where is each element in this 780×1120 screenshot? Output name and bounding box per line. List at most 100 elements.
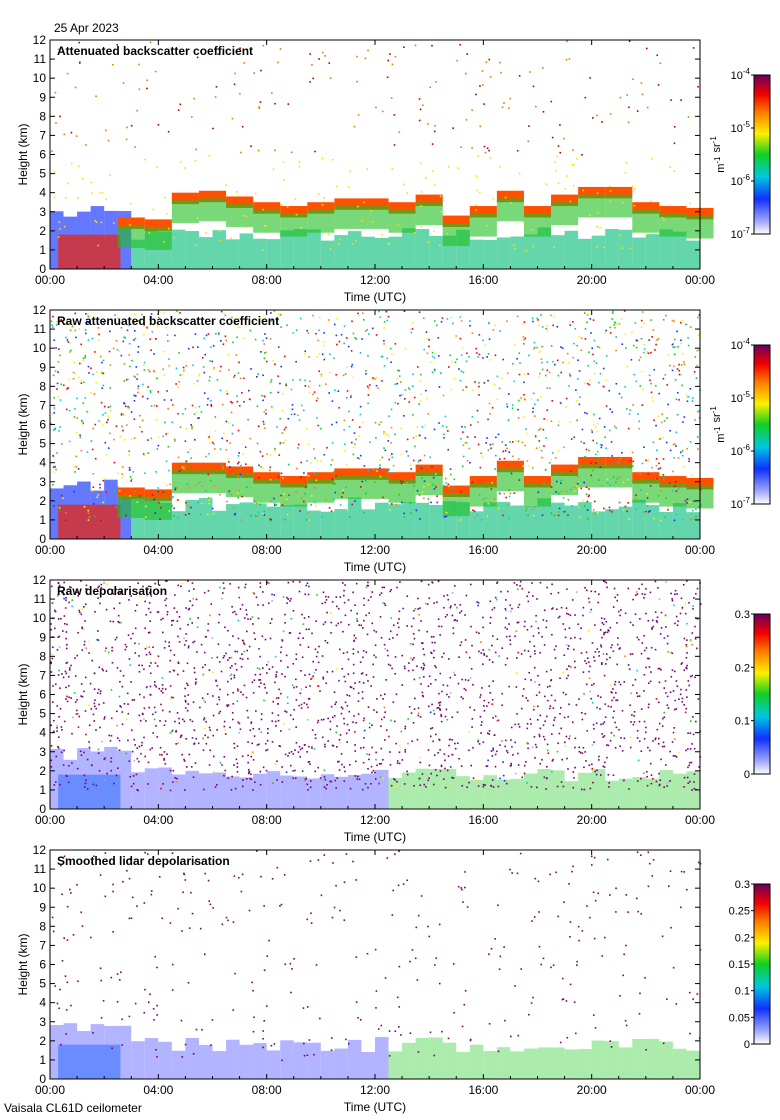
noise-pixel	[695, 515, 697, 518]
noise-pixel	[274, 720, 277, 723]
boundary-layer-cell	[605, 228, 619, 269]
noise-pixel	[325, 682, 327, 685]
noise-pixel	[282, 477, 284, 479]
noise-pixel	[85, 588, 87, 590]
noise-pixel	[649, 509, 651, 512]
noise-pixel	[65, 698, 67, 700]
noise-pixel	[444, 759, 446, 762]
noise-pixel	[201, 666, 204, 669]
noise-pixel	[291, 408, 294, 411]
noise-pixel	[232, 635, 234, 637]
noise-pixel	[315, 668, 317, 671]
noise-pixel	[435, 666, 437, 669]
noise-pixel	[695, 377, 698, 379]
noise-pixel	[281, 409, 284, 412]
noise-pixel	[331, 744, 334, 747]
noise-pixel	[352, 332, 355, 335]
noise-pixel	[476, 514, 479, 517]
noise-pixel	[181, 753, 183, 756]
noise-pixel	[231, 605, 233, 608]
noise-pixel	[286, 205, 289, 208]
cloud-layer-cell	[280, 206, 308, 218]
noise-pixel	[211, 695, 214, 697]
noise-pixel	[673, 604, 675, 607]
noise-pixel	[223, 720, 226, 723]
noise-pixel	[492, 443, 494, 445]
noise-pixel	[541, 758, 543, 761]
cloud-layer-cell	[632, 472, 660, 484]
y-tick-label: 12	[33, 33, 47, 47]
noise-pixel	[697, 506, 700, 509]
noise-pixel	[478, 494, 481, 496]
noise-pixel	[689, 388, 692, 390]
noise-pixel	[517, 399, 520, 402]
noise-pixel	[378, 782, 380, 785]
noise-pixel	[616, 699, 619, 701]
noise-pixel	[389, 751, 391, 753]
noise-pixel	[335, 334, 338, 337]
noise-pixel	[538, 691, 541, 694]
noise-pixel	[98, 333, 100, 336]
noise-pixel	[177, 516, 179, 519]
noise-pixel	[138, 745, 141, 748]
noise-pixel	[424, 602, 427, 605]
noise-pixel	[681, 518, 684, 521]
noise-pixel	[169, 649, 172, 652]
noise-pixel	[215, 679, 217, 682]
noise-pixel	[196, 651, 198, 653]
noise-pixel	[63, 597, 65, 600]
noise-pixel	[418, 434, 421, 437]
noise-pixel	[651, 400, 654, 403]
noise-pixel	[109, 620, 112, 623]
y-tick-label: 6	[39, 688, 46, 702]
noise-pixel	[207, 629, 209, 632]
noise-pixel	[560, 346, 562, 348]
noise-pixel	[250, 755, 253, 758]
noise-pixel	[211, 441, 214, 444]
noise-pixel	[274, 102, 276, 105]
boundary-layer-cell	[185, 1037, 199, 1079]
noise-pixel	[101, 371, 103, 374]
noise-pixel	[584, 96, 587, 99]
noise-pixel	[414, 445, 416, 448]
noise-pixel	[240, 392, 243, 394]
noise-pixel	[64, 323, 66, 325]
noise-pixel	[677, 620, 679, 622]
noise-pixel	[193, 439, 196, 441]
noise-pixel	[88, 372, 90, 374]
noise-pixel	[646, 657, 649, 660]
noise-pixel	[440, 720, 443, 723]
cloud-layer-cell	[307, 202, 335, 214]
noise-pixel	[383, 447, 385, 449]
noise-pixel	[141, 419, 144, 422]
noise-pixel	[265, 224, 267, 227]
noise-pixel	[686, 664, 688, 667]
noise-pixel	[231, 401, 233, 404]
noise-pixel	[352, 672, 355, 675]
noise-pixel	[212, 127, 214, 130]
noise-pixel	[55, 468, 57, 471]
noise-pixel	[295, 686, 298, 688]
noise-pixel	[673, 670, 676, 673]
noise-pixel	[87, 321, 90, 324]
noise-pixel	[611, 644, 613, 646]
noise-pixel	[421, 104, 424, 107]
noise-pixel	[524, 620, 526, 623]
noise-pixel	[651, 628, 653, 630]
noise-pixel	[60, 617, 62, 620]
y-tick-label: 10	[33, 341, 47, 355]
noise-pixel	[687, 344, 690, 347]
noise-pixel	[138, 595, 141, 598]
noise-pixel	[560, 606, 563, 609]
noise-pixel	[67, 387, 70, 389]
noise-pixel	[361, 312, 364, 314]
noise-pixel	[52, 429, 55, 431]
noise-pixel	[535, 447, 538, 450]
noise-pixel	[525, 697, 528, 699]
noise-pixel	[687, 766, 689, 769]
boundary-layer-cell	[171, 229, 186, 269]
noise-pixel	[451, 592, 454, 594]
noise-pixel	[169, 732, 172, 734]
noise-pixel	[112, 620, 115, 623]
noise-pixel	[102, 414, 104, 416]
